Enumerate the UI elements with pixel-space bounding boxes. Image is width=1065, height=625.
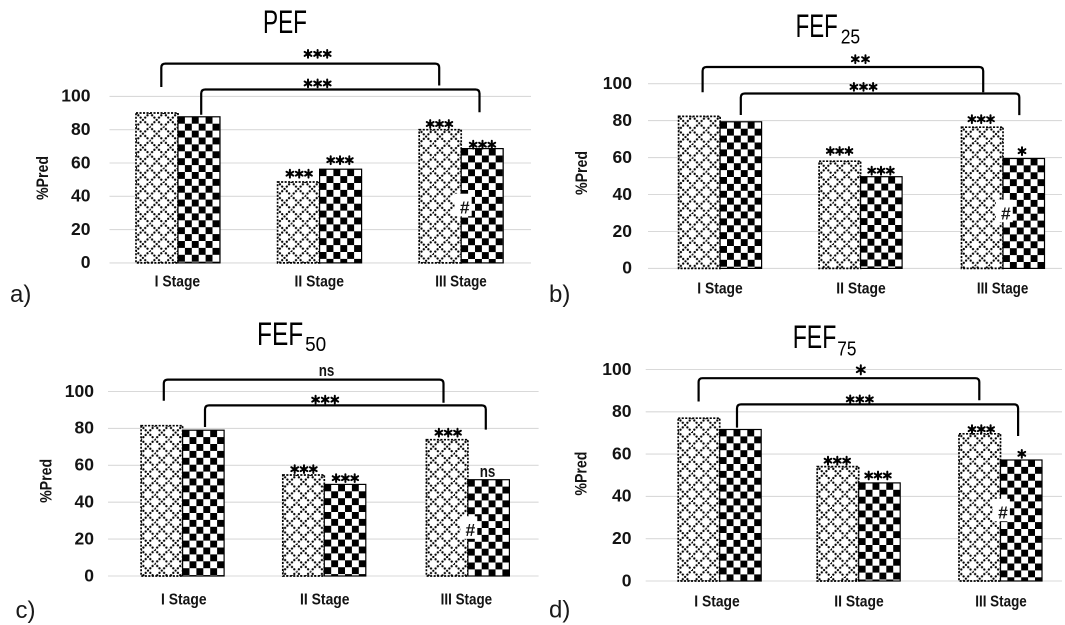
svg-text:50: 50 xyxy=(305,334,326,356)
svg-text:I Stage: I Stage xyxy=(697,281,743,298)
svg-text:II Stage: II Stage xyxy=(300,592,350,609)
svg-text:#: # xyxy=(1001,203,1011,223)
svg-text:II Stage: II Stage xyxy=(834,594,884,611)
svg-text:ns: ns xyxy=(319,361,335,380)
svg-text:%Pred: %Pred xyxy=(36,459,55,503)
svg-text:#: # xyxy=(998,503,1008,523)
svg-text:25: 25 xyxy=(841,27,861,49)
svg-text:40: 40 xyxy=(612,486,632,506)
svg-text:60: 60 xyxy=(75,455,95,475)
svg-text:I Stage: I Stage xyxy=(694,594,740,611)
svg-text:100: 100 xyxy=(61,86,90,106)
svg-text:ns: ns xyxy=(480,462,496,481)
svg-text:20: 20 xyxy=(613,221,633,241)
svg-text:40: 40 xyxy=(75,492,95,512)
svg-text:60: 60 xyxy=(71,152,91,172)
svg-text:80: 80 xyxy=(71,119,91,139)
svg-text:%Pred: %Pred xyxy=(33,156,52,200)
svg-text:#: # xyxy=(460,197,470,217)
svg-text:0: 0 xyxy=(81,252,91,272)
svg-text:60: 60 xyxy=(612,443,632,463)
svg-text:100: 100 xyxy=(603,73,632,93)
svg-text:FEF: FEF xyxy=(793,319,837,355)
svg-text:FEF: FEF xyxy=(257,316,303,352)
svg-text:100: 100 xyxy=(65,381,94,401)
svg-text:I Stage: I Stage xyxy=(155,274,201,291)
svg-text:80: 80 xyxy=(613,110,633,130)
svg-text:80: 80 xyxy=(612,401,632,421)
svg-text:%Pred: %Pred xyxy=(572,151,591,195)
svg-text:III Stage: III Stage xyxy=(977,281,1029,298)
svg-text:FEF: FEF xyxy=(796,8,838,44)
svg-text:II Stage: II Stage xyxy=(295,274,345,291)
svg-text:a): a) xyxy=(10,281,31,308)
svg-text:40: 40 xyxy=(613,184,633,204)
svg-text:20: 20 xyxy=(612,528,632,548)
svg-text:100: 100 xyxy=(602,359,631,379)
svg-text:II Stage: II Stage xyxy=(836,281,886,298)
svg-text:PEF: PEF xyxy=(263,4,307,40)
svg-text:%Pred: %Pred xyxy=(571,452,590,496)
svg-text:80: 80 xyxy=(75,418,95,438)
svg-text:20: 20 xyxy=(75,528,95,548)
svg-text:40: 40 xyxy=(71,186,91,206)
svg-text:III Stage: III Stage xyxy=(435,274,487,291)
svg-text:b): b) xyxy=(549,281,570,308)
svg-text:d): d) xyxy=(549,597,570,624)
svg-text:III Stage: III Stage xyxy=(975,594,1027,611)
svg-text:I Stage: I Stage xyxy=(161,592,207,609)
svg-text:c): c) xyxy=(16,597,36,624)
svg-text:75: 75 xyxy=(837,339,856,361)
svg-text:III Stage: III Stage xyxy=(441,592,493,609)
svg-text:0: 0 xyxy=(622,570,632,590)
svg-text:#: # xyxy=(466,520,476,540)
svg-text:0: 0 xyxy=(622,258,632,278)
svg-text:60: 60 xyxy=(613,147,633,167)
svg-text:0: 0 xyxy=(84,565,94,585)
svg-text:20: 20 xyxy=(71,219,91,239)
